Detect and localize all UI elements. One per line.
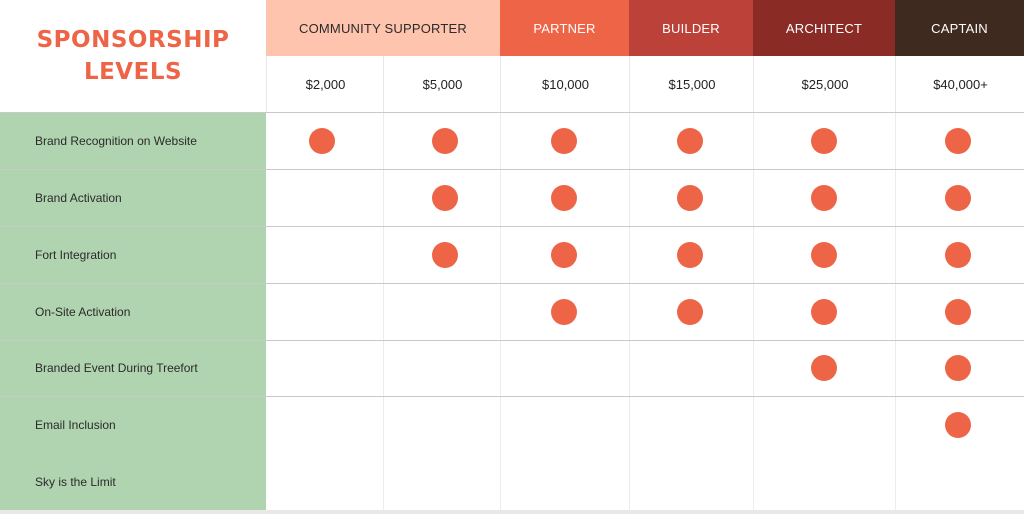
included-dot — [945, 184, 971, 211]
price-cell: $2,000 — [266, 56, 384, 112]
title-line-1: SPONSORSHIP — [36, 27, 230, 53]
included-dot — [945, 298, 971, 325]
included-dot — [432, 241, 458, 268]
included-dot — [945, 241, 971, 268]
column-divider — [895, 112, 896, 510]
price-cell: $25,000 — [753, 56, 896, 112]
row-divider — [0, 169, 1024, 170]
row-divider — [0, 112, 1024, 113]
included-dot — [945, 411, 971, 438]
feature-label: Branded Event During Treefort — [35, 361, 198, 375]
feature-column — [0, 112, 266, 510]
feature-label: Fort Integration — [35, 247, 117, 262]
price-cell: $15,000 — [629, 56, 754, 112]
included-dot — [309, 127, 335, 154]
price-cell: $10,000 — [500, 56, 630, 112]
feature-label: On-Site Activation — [35, 304, 131, 319]
row-divider — [0, 340, 1024, 341]
table-bottom-edge — [0, 510, 1024, 514]
price-cell: $5,000 — [383, 56, 501, 112]
row-divider — [0, 226, 1024, 227]
included-dot — [945, 355, 971, 381]
feature-label: Email Inclusion — [35, 417, 116, 432]
included-dot — [677, 241, 703, 268]
included-dot — [811, 184, 837, 211]
tier-header: PARTNER — [500, 0, 629, 56]
tier-header: BUILDER — [629, 0, 753, 56]
page-title: SPONSORSHIP LEVELS — [0, 0, 266, 112]
included-dot — [432, 127, 458, 154]
included-dot — [551, 127, 577, 154]
included-dot — [551, 241, 577, 268]
included-dot — [945, 127, 971, 154]
column-divider — [500, 112, 501, 510]
feature-label: Brand Recognition on Website — [35, 133, 197, 148]
column-divider — [629, 112, 630, 510]
tier-header: COMMUNITY SUPPORTER — [266, 0, 500, 56]
included-dot — [677, 184, 703, 211]
column-divider — [383, 112, 384, 510]
row-divider — [0, 396, 1024, 397]
feature-label: Brand Activation — [35, 190, 122, 205]
price-cell: $40,000+ — [895, 56, 1024, 112]
included-dot — [432, 184, 458, 211]
included-dot — [677, 298, 703, 325]
tier-header: ARCHITECT — [753, 0, 895, 56]
included-dot — [811, 241, 837, 268]
tier-header: CAPTAIN — [895, 0, 1024, 56]
feature-label: Sky is the Limit — [35, 474, 116, 489]
title-line-2: LEVELS — [83, 59, 183, 85]
included-dot — [811, 127, 837, 154]
included-dot — [811, 298, 837, 325]
column-divider — [753, 112, 754, 510]
included-dot — [551, 184, 577, 211]
included-dot — [551, 298, 577, 325]
row-divider — [0, 283, 1024, 284]
included-dot — [677, 127, 703, 154]
included-dot — [811, 355, 837, 381]
